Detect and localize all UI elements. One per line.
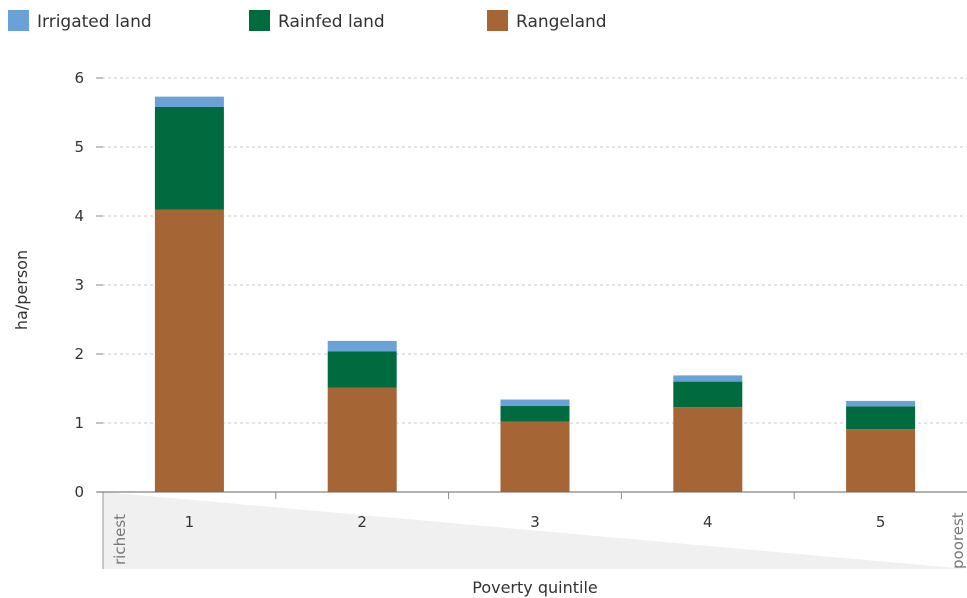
y-tick-label: 2: [74, 345, 84, 363]
gridlines: [96, 77, 967, 424]
legend-swatch-rangeland: [487, 10, 508, 31]
y-tick-label: 1: [74, 414, 84, 432]
legend-label-rangeland: Rangeland: [516, 12, 607, 32]
y-axis-ticks: 0 1 2 3 4 5 6: [74, 69, 103, 501]
legend-swatch-irrigated-land: [8, 10, 29, 31]
x-tick-label: 5: [876, 513, 886, 531]
legend-swatch-rainfed-land: [249, 10, 270, 31]
bar-segment-rainfed-land: [154, 106, 224, 210]
bar-segment-rainfed-land: [327, 351, 397, 388]
x-tick-label: 3: [530, 513, 540, 531]
bar-segment-rangeland: [673, 407, 743, 492]
bar-segment-irrigated-land: [846, 400, 916, 407]
bar-segment-rangeland: [154, 209, 224, 493]
y-tick-label: 0: [74, 483, 84, 501]
x-axis-title: Poverty quintile: [472, 578, 597, 597]
poverty-wedge: [103, 492, 967, 569]
bar-segment-rainfed-land: [846, 406, 916, 430]
bar-segment-rangeland: [500, 421, 570, 492]
y-tick-label: 5: [74, 138, 84, 156]
wedge-left-label: richest: [111, 514, 129, 565]
legend-label-irrigated-land: Irrigated land: [37, 12, 152, 32]
y-axis-title: ha/person: [12, 250, 31, 330]
x-axis-ticks: 1 2 3 4 5: [185, 492, 886, 531]
x-tick-label: 4: [703, 513, 713, 531]
bar-segment-rainfed-land: [673, 381, 743, 408]
bar-segment-irrigated-land: [154, 96, 224, 107]
bar-segment-rangeland: [846, 429, 916, 492]
y-tick-label: 4: [74, 207, 84, 225]
bar-segment-irrigated-land: [500, 399, 570, 406]
bar-segment-rangeland: [327, 387, 397, 492]
bar-segment-rainfed-land: [500, 405, 570, 422]
bar-segment-irrigated-land: [327, 340, 397, 352]
legend: Irrigated land Rainfed land Rangeland: [8, 10, 607, 32]
bars: [154, 96, 916, 493]
bar-segment-irrigated-land: [673, 375, 743, 382]
y-tick-label: 6: [74, 69, 84, 87]
x-tick-label: 1: [185, 513, 195, 531]
y-tick-label: 3: [74, 276, 84, 294]
legend-label-rainfed-land: Rainfed land: [278, 12, 385, 32]
wedge-right-label: poorest: [949, 512, 967, 569]
x-tick-label: 2: [357, 513, 367, 531]
